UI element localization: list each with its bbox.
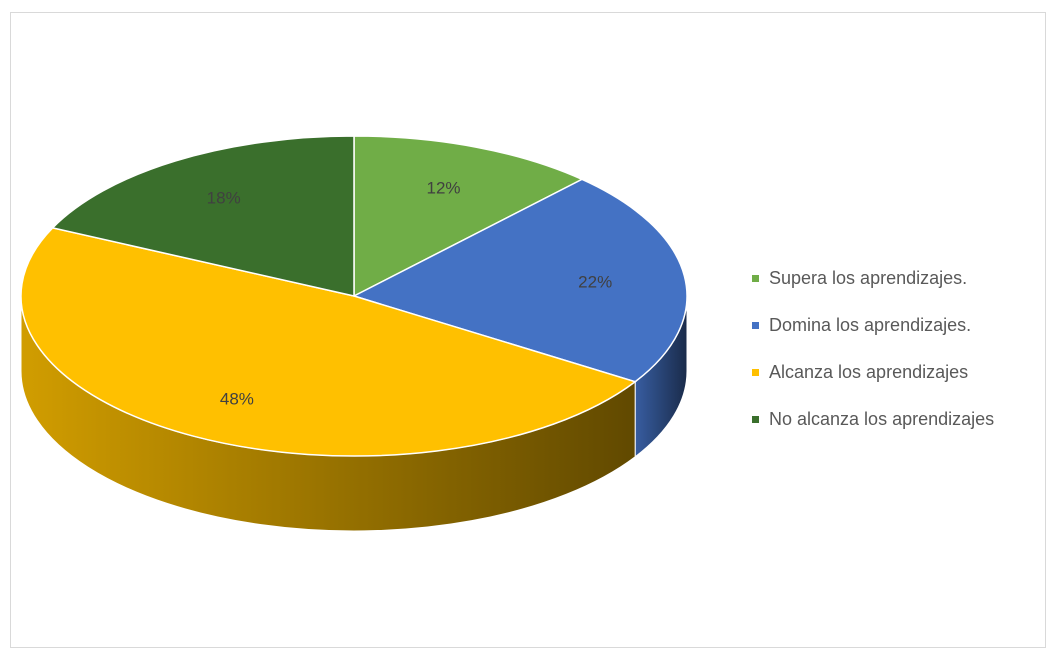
legend-swatch-no-alcanza [752,416,759,423]
legend-label-domina: Domina los aprendizajes. [769,315,972,335]
legend-label-no-alcanza: No alcanza los aprendizajes [769,409,995,429]
legend-item-supera: Supera los aprendizajes. [752,255,994,302]
pie-slice-0 [353,135,584,298]
legend-item-no-alcanza: No alcanza los aprendizajes [752,396,994,443]
pie-slice-3 [51,135,355,297]
data-label-3: 18% [207,188,241,207]
legend-swatch-supera [752,275,759,282]
legend-swatch-alcanza [752,369,759,376]
legend-item-alcanza: Alcanza los aprendizajes [752,349,994,396]
pie-slice-1 [352,178,688,383]
legend: Supera los aprendizajes. Domina los apre… [752,255,994,443]
data-label-2: 48% [220,389,254,408]
legend-swatch-domina [752,322,759,329]
legend-item-domina: Domina los aprendizajes. [752,302,994,349]
pie-slice-2 [20,227,637,457]
data-label-1: 22% [578,272,612,291]
data-label-0: 12% [426,178,460,197]
legend-label-supera: Supera los aprendizajes. [769,268,968,288]
legend-label-alcanza: Alcanza los aprendizajes [769,362,969,382]
